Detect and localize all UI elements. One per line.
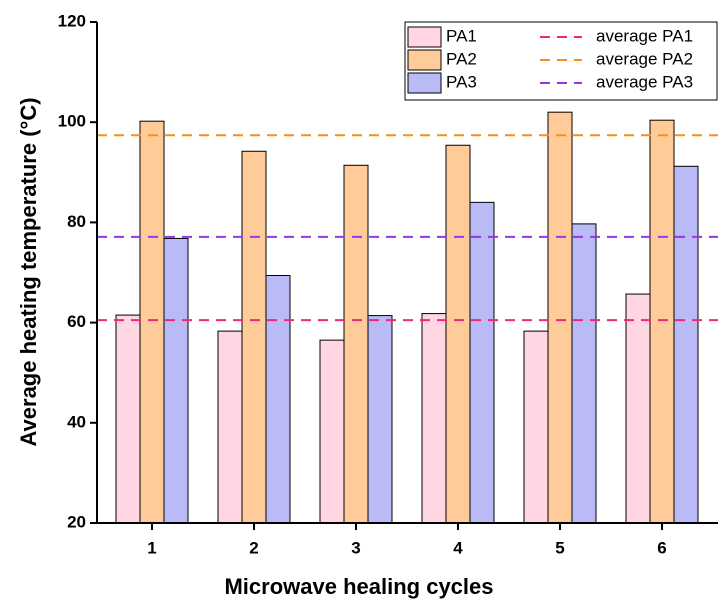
x-tick-label: 6 bbox=[657, 538, 666, 557]
legend-swatch bbox=[407, 26, 442, 48]
x-tick-label: 5 bbox=[555, 538, 564, 557]
x-tick-label: 1 bbox=[147, 538, 156, 557]
x-tick-label: 3 bbox=[351, 538, 360, 557]
bar bbox=[217, 330, 243, 524]
bar bbox=[367, 315, 393, 524]
y-tick-label: 20 bbox=[67, 512, 86, 531]
legend-label: PA1 bbox=[446, 26, 477, 45]
legend-label: average PA1 bbox=[596, 26, 693, 45]
legend-label: average PA3 bbox=[596, 72, 693, 91]
bar bbox=[139, 120, 165, 524]
legend-label: PA2 bbox=[446, 49, 477, 68]
bar bbox=[673, 165, 699, 524]
bar bbox=[547, 111, 573, 524]
x-tick-label: 4 bbox=[453, 538, 463, 557]
legend-swatch bbox=[407, 49, 442, 71]
legend-label: PA3 bbox=[446, 72, 477, 91]
bar bbox=[625, 293, 651, 524]
x-axis-title: Microwave healing cycles bbox=[224, 574, 493, 599]
legend-label: average PA2 bbox=[596, 49, 693, 68]
bar bbox=[571, 223, 597, 524]
y-tick-label: 40 bbox=[67, 412, 86, 431]
x-tick-label: 2 bbox=[249, 538, 258, 557]
y-axis-title: Average heating temperature (°C) bbox=[16, 97, 41, 446]
legend-swatch bbox=[407, 72, 442, 94]
y-tick-label: 120 bbox=[58, 11, 86, 30]
bar bbox=[265, 275, 291, 524]
bar bbox=[319, 339, 345, 524]
y-tick-label: 100 bbox=[58, 112, 86, 131]
bar bbox=[241, 150, 267, 524]
y-tick-label: 80 bbox=[67, 212, 86, 231]
bar bbox=[649, 119, 675, 524]
bar bbox=[115, 314, 141, 524]
bar bbox=[523, 330, 549, 524]
bar bbox=[445, 144, 471, 524]
bar bbox=[469, 201, 495, 524]
bar bbox=[421, 313, 447, 524]
bar bbox=[163, 237, 189, 524]
y-tick-label: 60 bbox=[67, 312, 86, 331]
bar bbox=[343, 164, 369, 524]
